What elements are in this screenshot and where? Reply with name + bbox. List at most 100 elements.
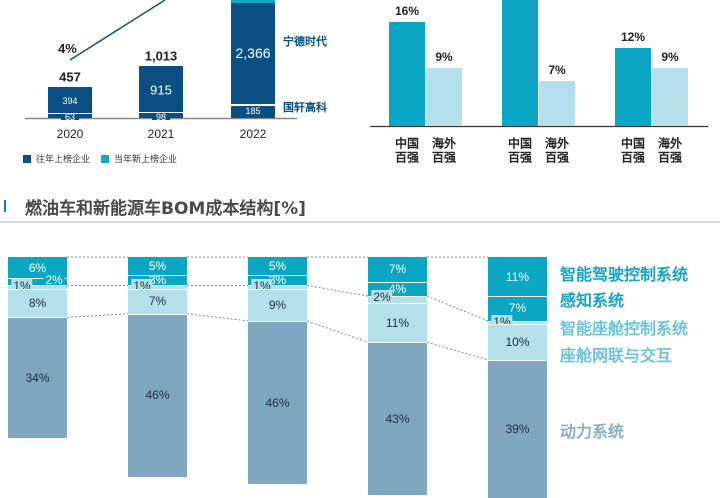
tick-label: 百强 xyxy=(507,150,533,165)
segment-label: 2,366 xyxy=(235,45,271,61)
chart-title: 燃油车和新能源车BOM成本结构[%] xyxy=(25,199,306,219)
segment-label: 7% xyxy=(388,262,407,277)
bar-segment-3 xyxy=(488,324,547,360)
segment-label: 4% xyxy=(388,281,407,296)
segment-label: 34% xyxy=(25,370,50,385)
bar-segment-2 xyxy=(488,320,547,325)
tick-label: 百强 xyxy=(394,150,420,165)
title-marker xyxy=(4,200,6,212)
value-label: 16% xyxy=(394,4,420,18)
bar-segment-0 xyxy=(8,257,67,279)
bar-segment-1 xyxy=(128,274,187,286)
bar-old-2020 xyxy=(48,87,92,113)
tick-label: 百强 xyxy=(620,150,646,165)
bar xyxy=(615,48,651,126)
tick-label: 百强 xyxy=(544,150,570,165)
segment-label: 2% xyxy=(43,273,65,288)
bar-segment-3 xyxy=(368,303,427,343)
bar-old-2022 xyxy=(231,3,275,118)
bar-segment-2 xyxy=(8,285,67,289)
year-label: 2022 xyxy=(239,127,267,141)
legend-swatch xyxy=(23,155,31,163)
dashed-connector xyxy=(426,295,489,322)
bar-segment-2 xyxy=(128,285,187,289)
segment-label: 63 xyxy=(64,112,76,122)
tick-label: 中国 xyxy=(507,136,533,151)
value-label: 7% xyxy=(548,62,566,77)
segment-label: 5% xyxy=(148,258,167,273)
segment-label: 11% xyxy=(505,269,530,284)
tick-label: 海外 xyxy=(657,136,683,151)
year-label: 2021 xyxy=(147,127,175,141)
segment-label: 10% xyxy=(505,335,530,350)
bar-segment-3 xyxy=(128,288,187,314)
bar-old-2021 xyxy=(139,66,183,112)
bar-segment-0 xyxy=(128,257,187,275)
dashed-connector xyxy=(306,284,369,297)
tick-label: 百强 xyxy=(431,150,457,165)
segment-label: 39% xyxy=(505,422,530,437)
dashed-connector xyxy=(426,341,489,361)
segment-label: 46% xyxy=(265,395,290,410)
segment-label: 185 xyxy=(245,106,261,116)
tick-label: 海外 xyxy=(544,136,570,151)
dashed-connector xyxy=(306,320,369,343)
bar xyxy=(539,80,575,126)
segment-label: 9% xyxy=(268,297,287,312)
segment-divider xyxy=(231,104,275,106)
bar-segment-0 xyxy=(368,257,427,282)
company-label: 国轩高科 xyxy=(283,101,327,114)
bar-segment-2 xyxy=(368,296,427,304)
legend-label: 当年新上榜企业 xyxy=(114,155,178,165)
bar-segment-4 xyxy=(8,317,67,439)
bar xyxy=(389,22,425,126)
legend-label: 智能座舱控制系统 xyxy=(560,319,689,338)
trend-label: 4% xyxy=(58,41,77,56)
tick-label: 海外 xyxy=(431,136,457,151)
title-divider xyxy=(0,221,720,223)
legend-label: 座舱网联与交互 xyxy=(560,346,673,365)
tick-label: 中国 xyxy=(394,136,420,151)
connector-lines xyxy=(25,0,708,361)
legend-label: 感知系统 xyxy=(560,291,625,310)
bar-segment-0 xyxy=(248,257,307,275)
bar-new-2022 xyxy=(231,0,275,3)
value-label: 9% xyxy=(661,49,679,64)
segment-label: 915 xyxy=(150,82,172,98)
bar-segment-3 xyxy=(248,288,307,321)
tick-label: 百强 xyxy=(657,150,683,165)
legend-label: 动力系统 xyxy=(560,422,625,441)
total-label: 457 xyxy=(59,69,81,85)
segment-label: 394 xyxy=(62,96,78,106)
trend-line xyxy=(69,0,166,61)
segment-label: 7% xyxy=(148,294,167,309)
bar-new-label-box xyxy=(152,114,170,120)
segment-label: 3% xyxy=(148,273,167,288)
bar xyxy=(652,67,688,126)
total-label: 1,013 xyxy=(144,48,178,64)
value-label: 12% xyxy=(620,30,646,44)
segment-label: 6% xyxy=(28,260,47,275)
bar-segment-2 xyxy=(248,285,307,289)
segment-label: 8% xyxy=(28,296,47,311)
legend-label: 往年上榜企业 xyxy=(36,155,91,165)
bar-segment-0 xyxy=(488,257,547,297)
segment-label: 11% xyxy=(385,315,410,330)
bar-new-label-box xyxy=(61,114,79,120)
segment-label: 5% xyxy=(268,258,287,273)
bar xyxy=(502,0,538,126)
segment-label: 3% xyxy=(268,273,287,288)
segment-label: 2% xyxy=(371,290,393,305)
segment-label: 46% xyxy=(145,388,170,403)
bar xyxy=(426,67,462,126)
tick-label: 中国 xyxy=(620,136,646,151)
segment-label: 98 xyxy=(155,112,167,122)
segment-label: 43% xyxy=(385,411,410,426)
year-label: 2020 xyxy=(56,127,84,141)
dashed-connector xyxy=(66,313,129,318)
bar-segment-3 xyxy=(8,288,67,318)
legend-label: 智能驾驶控制系统 xyxy=(560,265,689,284)
bar-segment-1 xyxy=(8,278,67,286)
segment-label: 7% xyxy=(508,301,527,316)
legend-swatch xyxy=(101,155,109,163)
